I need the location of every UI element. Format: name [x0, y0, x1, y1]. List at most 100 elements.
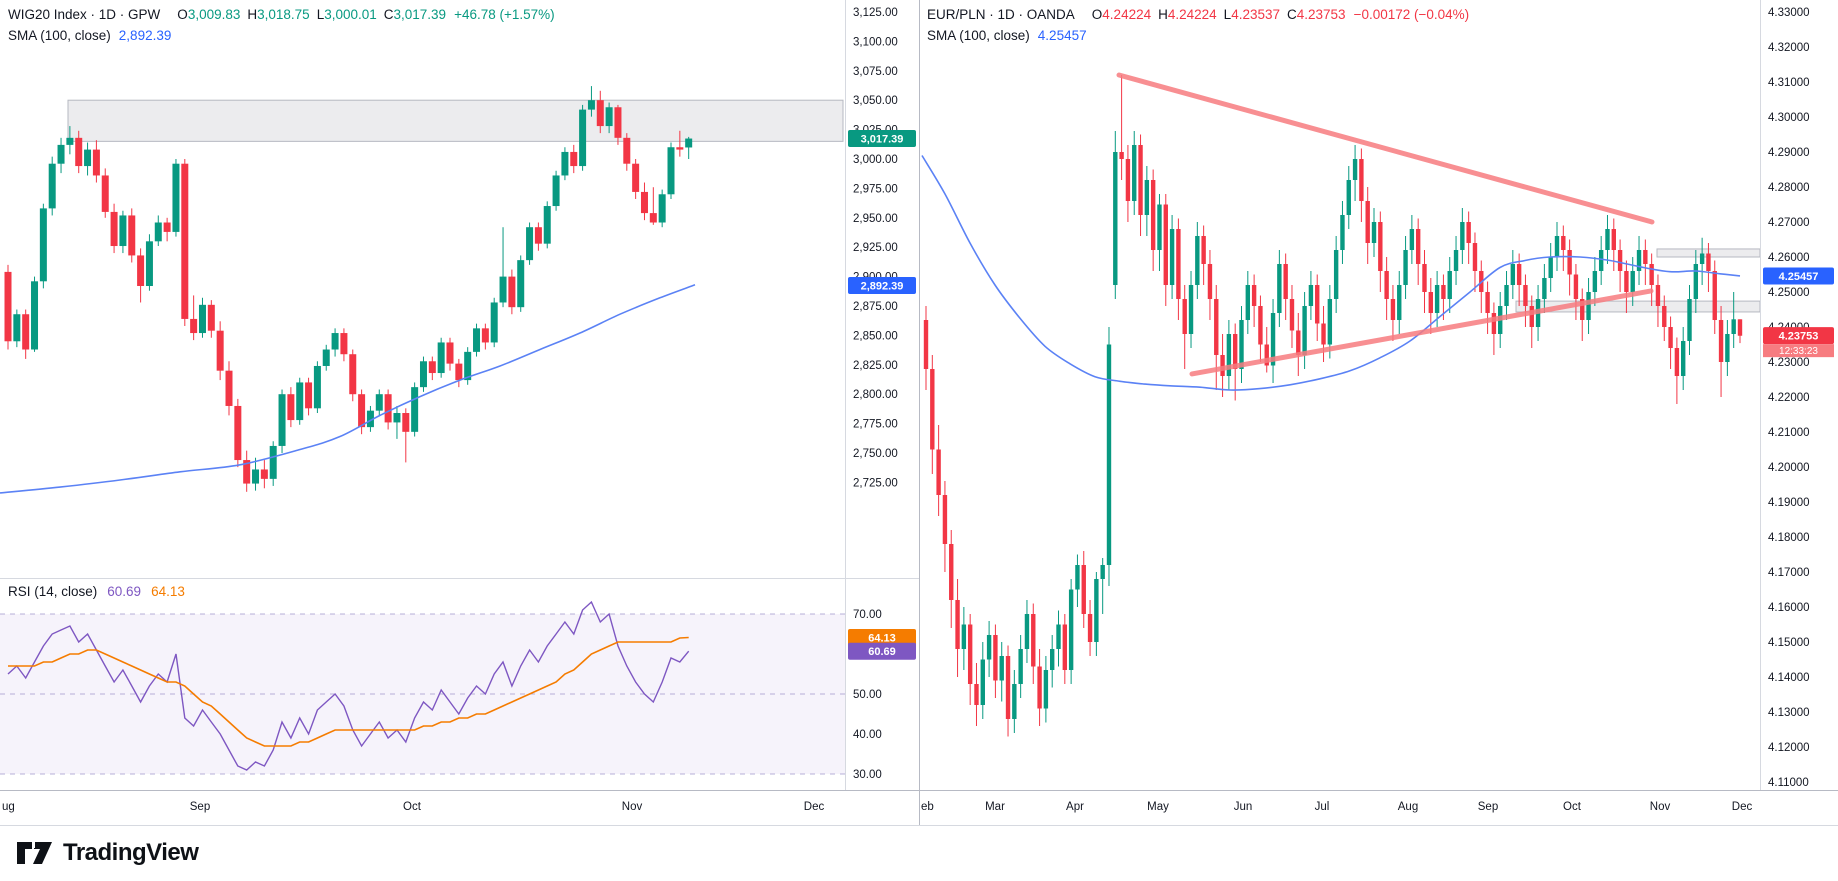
candle[interactable] [66, 137, 74, 145]
candle[interactable] [1132, 145, 1137, 201]
candle[interactable] [340, 333, 348, 355]
candle[interactable] [1699, 253, 1705, 265]
tradingview-logo[interactable]: TradingView [16, 838, 199, 868]
candle[interactable] [278, 394, 286, 446]
candle[interactable] [252, 469, 260, 484]
candle[interactable] [1031, 614, 1036, 667]
candle[interactable] [490, 302, 498, 343]
candle[interactable] [587, 100, 595, 110]
candle[interactable] [313, 365, 321, 409]
candle[interactable] [1125, 159, 1131, 201]
candle[interactable] [1516, 264, 1522, 285]
candle[interactable] [1270, 313, 1276, 366]
candle[interactable] [1068, 589, 1074, 671]
candle[interactable] [1258, 306, 1263, 345]
candle[interactable] [1580, 299, 1585, 320]
candle[interactable] [936, 449, 941, 496]
candle[interactable] [296, 382, 304, 421]
candle[interactable] [967, 624, 973, 685]
candle[interactable] [1214, 299, 1219, 355]
candle[interactable] [154, 222, 162, 242]
candle[interactable] [1144, 180, 1150, 215]
candle[interactable] [1188, 285, 1194, 334]
candle[interactable] [614, 107, 622, 138]
candle[interactable] [1226, 334, 1232, 376]
candle[interactable] [1554, 236, 1560, 257]
candle[interactable] [1453, 250, 1459, 271]
candle[interactable] [75, 137, 83, 167]
candle[interactable] [1731, 319, 1736, 334]
candle[interactable] [198, 304, 206, 334]
candle[interactable] [658, 194, 666, 223]
candle[interactable] [543, 206, 551, 244]
left-symbol-row[interactable]: WIG20 Index · 1D · GPW O3,009.83 H3,018.75… [8, 5, 555, 26]
candle[interactable] [1624, 271, 1629, 292]
candle[interactable] [1075, 565, 1080, 590]
candle[interactable] [172, 163, 180, 232]
candle[interactable] [190, 318, 198, 334]
candle[interactable] [623, 137, 631, 164]
candle[interactable] [1529, 306, 1534, 327]
candle[interactable] [1340, 215, 1345, 250]
candle[interactable] [1100, 565, 1105, 579]
candle[interactable] [446, 342, 454, 364]
candle[interactable] [1434, 285, 1440, 313]
candle[interactable] [1277, 264, 1282, 313]
candle[interactable] [1037, 666, 1042, 709]
candle[interactable] [243, 460, 251, 484]
candle[interactable] [1056, 624, 1061, 650]
candle[interactable] [1415, 229, 1421, 264]
candle[interactable] [605, 107, 613, 127]
candle[interactable] [1737, 319, 1743, 336]
candle[interactable] [455, 363, 463, 381]
candle[interactable] [481, 328, 489, 343]
candle[interactable] [393, 413, 401, 423]
candle[interactable] [1081, 565, 1086, 614]
candle[interactable] [101, 175, 109, 212]
candle[interactable] [1523, 285, 1528, 306]
candle[interactable] [269, 445, 277, 479]
candle[interactable] [437, 342, 445, 374]
candle[interactable] [676, 147, 684, 150]
candle[interactable] [649, 213, 657, 223]
candle[interactable] [1712, 271, 1717, 320]
candle[interactable] [384, 394, 392, 423]
candle[interactable] [1321, 323, 1326, 345]
candle[interactable] [287, 394, 295, 421]
candle[interactable] [305, 382, 313, 409]
candle[interactable] [1687, 299, 1692, 341]
candle[interactable] [1573, 274, 1579, 300]
sma-line-left[interactable] [0, 284, 696, 494]
candle[interactable] [1378, 222, 1383, 271]
candle[interactable] [1352, 159, 1358, 180]
candle[interactable] [128, 215, 136, 256]
candle[interactable] [1485, 292, 1490, 313]
candle[interactable] [1012, 684, 1017, 719]
candle[interactable] [428, 361, 436, 374]
candle[interactable] [1706, 253, 1711, 272]
candle[interactable] [1207, 264, 1213, 299]
candle[interactable] [1289, 299, 1295, 331]
candle[interactable] [1725, 334, 1730, 362]
rsi-signal-line[interactable] [8, 636, 689, 747]
candle[interactable] [1062, 624, 1068, 671]
candle[interactable] [84, 149, 92, 167]
chart-canvas[interactable]: 3,125.003,100.003,075.003,050.003,025.00… [0, 0, 1838, 830]
right-symbol-row[interactable]: EUR/PLN · 1D · OANDA O4.24224 H4.24224 L4.2… [927, 5, 1469, 26]
candle[interactable] [1598, 250, 1604, 271]
candle[interactable] [1447, 271, 1452, 299]
candle[interactable] [942, 495, 948, 544]
candle[interactable] [1359, 159, 1364, 201]
candle[interactable] [1315, 285, 1320, 324]
candle[interactable] [92, 149, 100, 176]
candle[interactable] [1504, 285, 1509, 306]
candle[interactable] [640, 191, 648, 214]
candle[interactable] [207, 304, 215, 331]
candle[interactable] [1403, 250, 1408, 285]
candle[interactable] [993, 635, 998, 681]
candle[interactable] [163, 222, 171, 232]
candle[interactable] [1592, 271, 1598, 292]
candle[interactable] [1567, 250, 1572, 275]
candle[interactable] [39, 208, 47, 282]
candle[interactable] [110, 211, 118, 247]
